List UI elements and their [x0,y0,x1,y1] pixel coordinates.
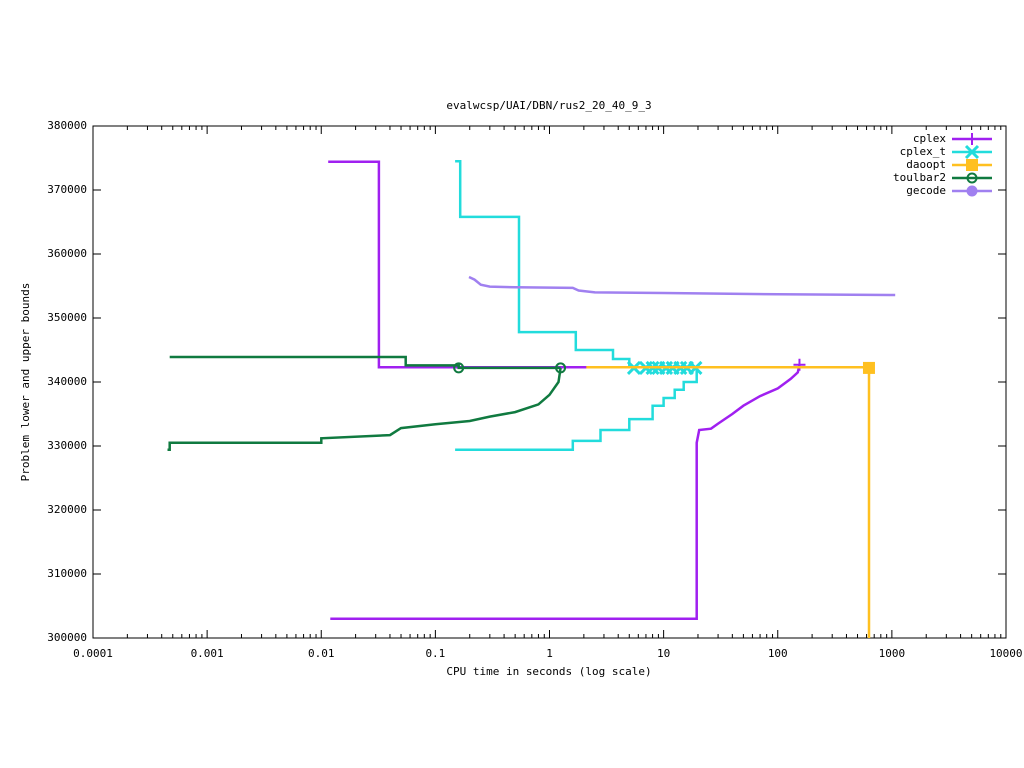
y-tick-label: 370000 [47,183,87,196]
y-axis-label: Problem lower and upper bounds [19,283,32,482]
y-tick-label: 330000 [47,439,87,452]
legend-marker [966,172,978,184]
legend-label: gecode [906,184,946,197]
y-tick-label: 320000 [47,503,87,516]
x-tick-label: 0.001 [191,647,224,660]
x-tick-label: 1000 [879,647,906,660]
marker [862,361,875,374]
legend-marker [966,185,978,197]
marker [453,362,465,374]
y-tick-label: 300000 [47,631,87,644]
x-tick-label: 100 [768,647,788,660]
y-tick-label: 380000 [47,119,87,132]
legend-label: cplex [913,132,946,145]
y-tick-label: 350000 [47,311,87,324]
legend-label: toulbar2 [893,171,946,184]
x-axis-label: CPU time in seconds (log scale) [446,665,651,678]
x-tick-label: 10000 [989,647,1022,660]
legend-marker [966,159,978,171]
y-tick-label: 360000 [47,247,87,260]
y-tick-label: 310000 [47,567,87,580]
legend-marker [966,133,978,145]
series-line [167,355,562,452]
x-tick-label: 1 [546,647,553,660]
x-tick-label: 10 [657,647,670,660]
legend-label: cplex_t [900,145,946,158]
series-line [586,366,871,638]
chart-title: evalwcsp/UAI/DBN/rus2_20_40_9_3 [446,99,651,112]
series-line [468,275,896,297]
series-line [328,160,801,621]
x-tick-label: 0.01 [308,647,335,660]
x-tick-label: 0.0001 [73,647,113,660]
legend-label: daoopt [906,158,946,171]
y-tick-label: 340000 [47,375,87,388]
x-tick-label: 0.1 [425,647,445,660]
legend-marker [964,144,980,160]
series-line [455,159,698,452]
marker [793,358,806,371]
marker [555,362,567,374]
